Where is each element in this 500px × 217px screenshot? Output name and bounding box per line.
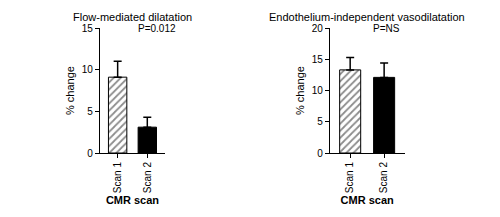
svg-text:Scan 1: Scan 1 [344, 162, 355, 194]
svg-text:20: 20 [312, 23, 324, 34]
svg-text:Endothelium-independent vasodi: Endothelium-independent vasodilatation [269, 11, 465, 23]
svg-text:Scan 2: Scan 2 [378, 162, 389, 194]
svg-text:15: 15 [82, 23, 94, 34]
svg-text:0: 0 [87, 148, 93, 159]
svg-text:5: 5 [87, 106, 93, 117]
svg-text:CMR scan: CMR scan [341, 194, 394, 206]
svg-text:10: 10 [312, 85, 324, 96]
svg-text:15: 15 [312, 54, 324, 65]
svg-text:Scan 1: Scan 1 [112, 162, 123, 194]
svg-text:P=NS: P=NS [373, 23, 400, 34]
svg-text:% change: % change [64, 66, 76, 115]
svg-text:5: 5 [317, 116, 323, 127]
svg-text:10: 10 [82, 64, 94, 75]
svg-text:Scan 2: Scan 2 [142, 162, 153, 194]
svg-text:Flow-mediated dilatation: Flow-mediated dilatation [73, 11, 192, 23]
svg-text:0: 0 [317, 148, 323, 159]
svg-text:CMR scan: CMR scan [106, 194, 159, 206]
svg-text:% change: % change [294, 66, 306, 115]
svg-text:P=0.012: P=0.012 [138, 23, 176, 34]
